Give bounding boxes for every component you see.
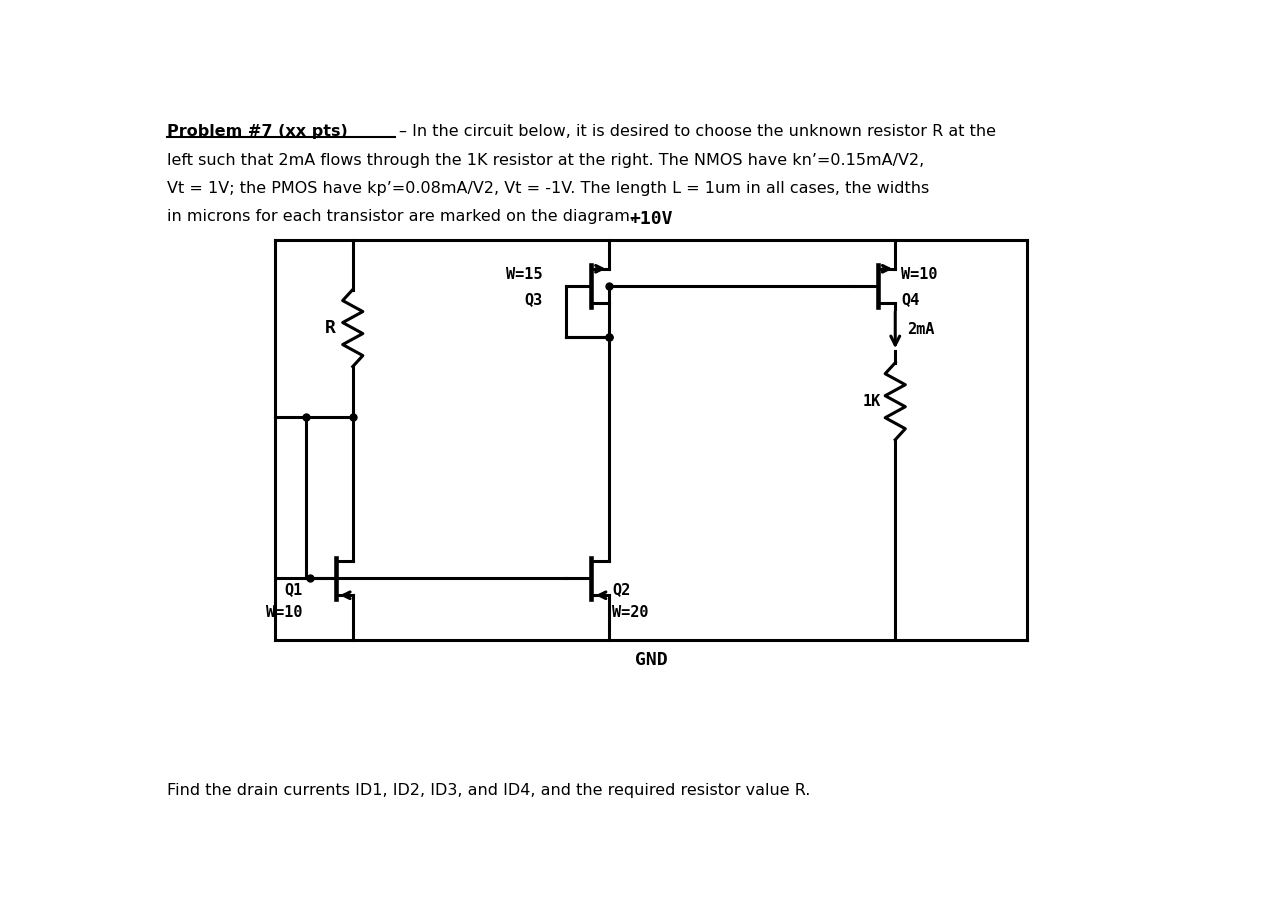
Text: +10V: +10V	[630, 210, 673, 228]
Text: Find the drain currents ID1, ID2, ID3, and ID4, and the required resistor value : Find the drain currents ID1, ID2, ID3, a…	[167, 783, 810, 798]
Text: Q4: Q4	[902, 292, 920, 308]
Text: Vt = 1V; the PMOS have kp’=0.08mA/V2, Vt = -1V. The length L = 1um in all cases,: Vt = 1V; the PMOS have kp’=0.08mA/V2, Vt…	[167, 181, 929, 196]
Text: Q1: Q1	[284, 582, 303, 598]
Text: 2mA: 2mA	[907, 322, 934, 338]
Text: W=15: W=15	[506, 266, 543, 282]
Text: GND: GND	[635, 652, 668, 669]
Text: R: R	[324, 319, 336, 337]
Text: W=10: W=10	[902, 266, 937, 282]
Text: 1K: 1K	[862, 394, 881, 409]
Text: W=10: W=10	[266, 605, 303, 621]
Text: – In the circuit below, it is desired to choose the unknown resistor R at the: – In the circuit below, it is desired to…	[399, 124, 996, 139]
Text: left such that 2mA flows through the 1K resistor at the right. The NMOS have kn’: left such that 2mA flows through the 1K …	[167, 152, 923, 167]
Text: Problem #7 (xx pts): Problem #7 (xx pts)	[167, 124, 347, 139]
Text: Q2: Q2	[612, 582, 631, 598]
Text: Q3: Q3	[524, 292, 543, 308]
Text: in microns for each transistor are marked on the diagram.: in microns for each transistor are marke…	[167, 209, 635, 225]
Text: W=20: W=20	[612, 605, 649, 621]
